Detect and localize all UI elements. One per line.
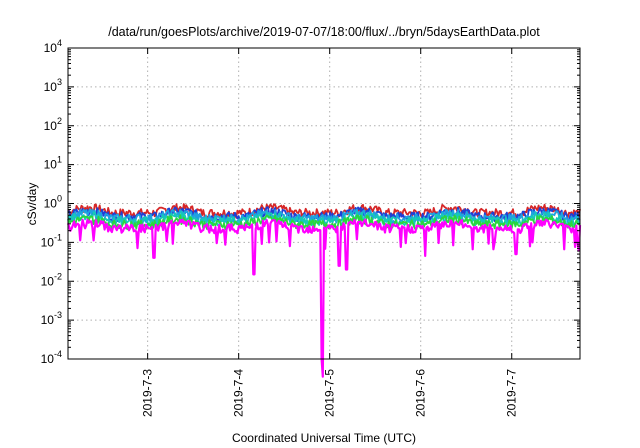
y-tick-label: 10-3	[41, 310, 62, 327]
x-tick-label: 2019-7-5	[323, 369, 337, 417]
x-axis-label: Coordinated Universal Time (UTC)	[232, 431, 416, 445]
chart-title: /data/run/goesPlots/archive/2019-07-07/1…	[108, 25, 540, 39]
y-tick-label: 10-1	[41, 232, 62, 249]
series-layer	[66, 203, 582, 378]
x-tick-label: 2019-7-4	[232, 369, 246, 417]
y-tick-label: 101	[44, 155, 62, 172]
y-tick-label: 103	[44, 77, 62, 94]
y-axis-label: cSv/day	[25, 183, 39, 226]
y-tick-label: 10-4	[41, 349, 62, 366]
x-tick-label: 2019-7-3	[141, 369, 155, 417]
series-line	[67, 214, 581, 231]
y-axis-ticks: 10-4 10-3 10-2 10-1 100 101 102 103 104	[41, 38, 580, 366]
x-tick-label: 2019-7-6	[414, 369, 428, 417]
y-tick-label: 104	[44, 38, 62, 55]
x-tick-label: 2019-7-7	[505, 369, 519, 417]
x-axis-ticks: 2019-7-3 2019-7-4 2019-7-5 2019-7-6 2019-7-7	[141, 48, 519, 417]
series-line	[66, 218, 582, 378]
y-tick-label: 10-2	[41, 271, 62, 288]
y-tick-label: 102	[44, 116, 62, 133]
y-tick-label: 100	[44, 194, 62, 211]
